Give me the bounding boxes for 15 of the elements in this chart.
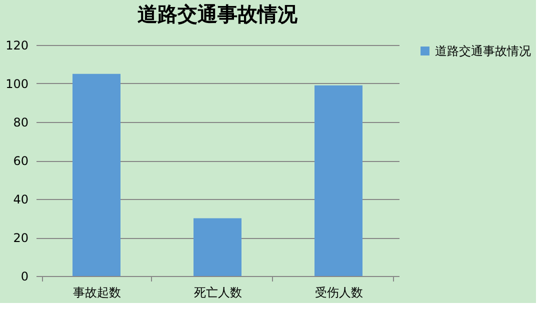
y-tick-label: 100 (6, 77, 28, 91)
bar (314, 85, 362, 276)
x-tick-label: 事故起数 (73, 286, 121, 300)
bar (72, 74, 120, 276)
x-tick-label: 受伤人数 (315, 286, 363, 300)
y-tick-label: 80 (13, 116, 28, 130)
chart-title: 道路交通事故情况 (138, 2, 298, 26)
y-tick-label: 60 (13, 154, 28, 168)
y-tick-label: 0 (20, 270, 28, 284)
legend-label: 道路交通事故情况 (435, 44, 531, 58)
y-tick-label: 40 (13, 192, 28, 206)
bar (194, 218, 242, 276)
y-tick-label: 120 (6, 38, 28, 52)
y-tick-label: 20 (13, 231, 28, 245)
x-tick-label: 死亡人数 (194, 286, 242, 300)
